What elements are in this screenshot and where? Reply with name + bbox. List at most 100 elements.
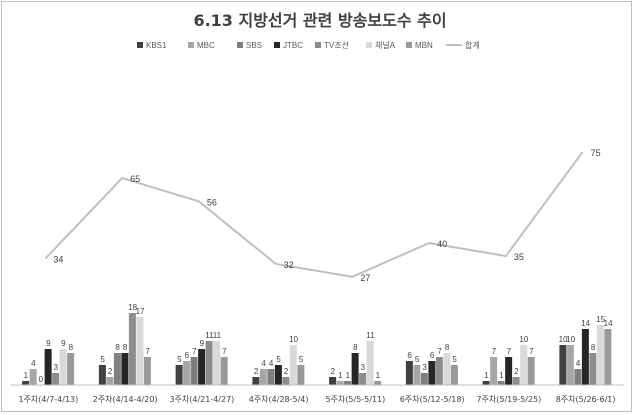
bar bbox=[497, 381, 505, 385]
bar bbox=[490, 357, 498, 385]
bar bbox=[336, 381, 344, 385]
bar-value-label: 8 bbox=[445, 343, 450, 352]
bar-value-label: 1 bbox=[499, 371, 504, 380]
bar-value-label: 8 bbox=[69, 343, 74, 352]
category-label: 1주차(4/7-4/13) bbox=[18, 395, 78, 404]
legend-label: TV조선 bbox=[324, 41, 349, 50]
total-value-label: 27 bbox=[360, 273, 370, 283]
bar-value-label: 5 bbox=[415, 355, 420, 364]
total-value-label: 40 bbox=[437, 239, 447, 249]
legend-swatch bbox=[137, 42, 143, 48]
bar-value-label: 8 bbox=[353, 343, 358, 352]
bar bbox=[359, 373, 367, 385]
bar bbox=[282, 377, 290, 385]
bar bbox=[374, 381, 382, 385]
bar-value-label: 8 bbox=[115, 343, 120, 352]
bar bbox=[198, 349, 206, 385]
bar bbox=[450, 365, 458, 385]
bar-value-label: 8 bbox=[123, 343, 128, 352]
legend-label: SBS bbox=[246, 41, 262, 50]
total-value-label: 56 bbox=[207, 197, 217, 207]
bar-value-label: 14 bbox=[604, 319, 613, 328]
bar-value-label: 11 bbox=[366, 331, 375, 340]
legend-swatch bbox=[188, 42, 194, 48]
bar bbox=[274, 365, 282, 385]
bar bbox=[252, 377, 260, 385]
bar bbox=[527, 357, 535, 385]
bar bbox=[259, 369, 267, 385]
bar bbox=[175, 365, 183, 385]
bar bbox=[329, 377, 337, 385]
bar bbox=[443, 353, 451, 385]
total-value-label: 65 bbox=[130, 174, 140, 184]
bar-value-label: 5 bbox=[452, 355, 457, 364]
total-value-label: 75 bbox=[591, 148, 601, 158]
bar-value-label: 7 bbox=[437, 347, 442, 356]
legend-label: 채널A bbox=[375, 40, 396, 50]
bar-value-label: 5 bbox=[177, 355, 182, 364]
bar bbox=[44, 349, 52, 385]
bar-value-label: 4 bbox=[576, 359, 581, 368]
bar bbox=[604, 329, 612, 385]
bar-value-label: 1 bbox=[484, 371, 489, 380]
bar-value-label: 1 bbox=[24, 371, 29, 380]
bar bbox=[366, 341, 374, 385]
bar-value-label: 1 bbox=[376, 371, 381, 380]
legend-label: JTBC bbox=[283, 41, 303, 50]
bar bbox=[183, 361, 191, 385]
bar bbox=[113, 353, 121, 385]
bar-value-label: 5 bbox=[100, 355, 105, 364]
bar bbox=[267, 369, 275, 385]
bar bbox=[52, 373, 60, 385]
legend-label: 합계 bbox=[465, 40, 480, 50]
bar-value-label: 2 bbox=[331, 367, 336, 376]
legend-swatch bbox=[406, 42, 412, 48]
bar-value-label: 10 bbox=[566, 335, 575, 344]
bar-value-label: 6 bbox=[430, 351, 435, 360]
category-label: 3주차(4/21-4/27) bbox=[169, 395, 234, 404]
category-label: 5주차(5/5-5/11) bbox=[325, 395, 385, 404]
bar bbox=[566, 345, 574, 385]
bar bbox=[428, 361, 436, 385]
category-label: 7주차(5/19-5/25) bbox=[476, 395, 541, 404]
bar-value-label: 7 bbox=[222, 347, 227, 356]
bar-value-label: 8 bbox=[591, 343, 596, 352]
bar bbox=[220, 357, 228, 385]
bar-value-label: 3 bbox=[422, 363, 427, 372]
bar bbox=[413, 365, 421, 385]
bar bbox=[505, 357, 513, 385]
bar-value-label: 17 bbox=[136, 307, 145, 316]
bar bbox=[128, 313, 136, 385]
total-line bbox=[44, 151, 584, 278]
bar bbox=[596, 325, 604, 385]
legend-swatch bbox=[274, 42, 280, 48]
bar bbox=[297, 365, 305, 385]
bar-value-label: 3 bbox=[361, 363, 366, 372]
bar bbox=[22, 381, 30, 385]
bar bbox=[435, 357, 443, 385]
category-label: 8주차(5/26-6/1) bbox=[556, 395, 616, 404]
bar bbox=[121, 353, 129, 385]
total-value-label: 34 bbox=[53, 255, 63, 265]
bar-value-label: 10 bbox=[519, 335, 528, 344]
bar-value-label: 1 bbox=[338, 371, 343, 380]
bar-value-label: 4 bbox=[31, 359, 36, 368]
bar-value-label: 7 bbox=[492, 347, 497, 356]
category-axis: 1주차(4/7-4/13) 2주차(4/14-4/20) 3주차(4/21-4/27… bbox=[10, 384, 624, 404]
bar bbox=[98, 365, 106, 385]
legend-swatch bbox=[237, 42, 243, 48]
bar-value-label: 2 bbox=[284, 367, 289, 376]
bar bbox=[589, 353, 597, 385]
bar bbox=[351, 353, 359, 385]
bar-value-label: 10 bbox=[289, 335, 298, 344]
category-label: 2주차(4/14-4/20) bbox=[93, 395, 158, 404]
bar bbox=[581, 329, 589, 385]
bar bbox=[213, 341, 221, 385]
total-value-label: 32 bbox=[284, 260, 294, 270]
bar bbox=[106, 377, 114, 385]
bar bbox=[482, 381, 490, 385]
bar-value-label: 1 bbox=[346, 371, 351, 380]
bar bbox=[520, 345, 528, 385]
bar-value-label: 4 bbox=[269, 359, 274, 368]
